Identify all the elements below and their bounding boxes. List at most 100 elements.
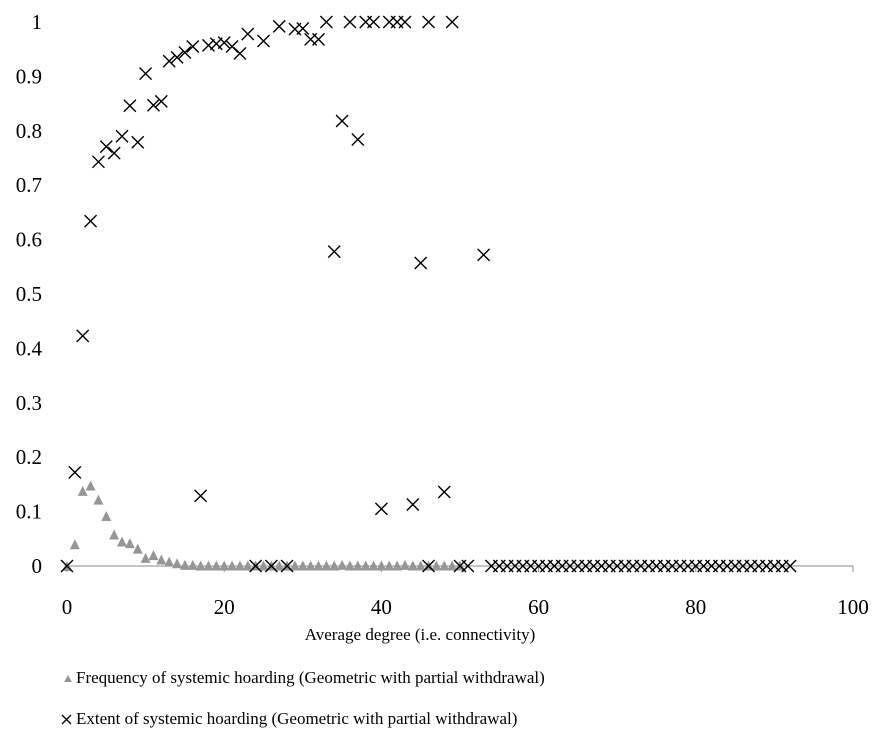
frequency-point [384, 560, 395, 571]
extent-point [351, 133, 365, 146]
extent-point [146, 98, 160, 112]
extent-point [84, 214, 98, 228]
frequency-point [289, 560, 300, 571]
frequency-point [376, 560, 387, 571]
x-tick-labels: 0 20 40 60 80 100 [62, 595, 869, 619]
extent-point [115, 129, 129, 143]
extent-point [414, 256, 428, 270]
extent-point [154, 94, 168, 108]
extent-point [99, 140, 113, 154]
frequency-point [399, 559, 410, 570]
y-tick-label: 0.2 [16, 445, 42, 469]
frequency-point [352, 560, 363, 571]
frequency-point [415, 560, 426, 571]
extent-point [178, 45, 192, 59]
extent-point [327, 245, 341, 259]
frequency-point [195, 560, 206, 571]
frequency-point [77, 485, 88, 496]
extent-point [335, 114, 349, 128]
extent-point [312, 32, 326, 46]
frequency-point [234, 560, 245, 571]
extent-point [280, 559, 294, 573]
extent-point [319, 15, 333, 29]
frequency-point [109, 529, 120, 540]
x-tick-label: 100 [837, 595, 869, 619]
frequency-point [172, 558, 183, 569]
extent-point [272, 19, 286, 33]
frequency-point [132, 543, 143, 554]
extent-point [162, 54, 176, 68]
extent-point [217, 36, 231, 50]
y-tick-label: 0.4 [16, 336, 43, 360]
extent-point [170, 50, 184, 64]
extent-point [477, 248, 491, 262]
extent-point [201, 38, 215, 52]
extent-point [68, 465, 82, 479]
frequency-point [101, 510, 112, 521]
frequency-point [85, 480, 96, 491]
frequency-point [305, 560, 316, 571]
frequency-point [156, 554, 167, 565]
x-tick-label: 0 [62, 595, 73, 619]
extent-point [123, 99, 137, 113]
extent-point [296, 22, 310, 36]
frequency-point [219, 560, 230, 571]
frequency-point [227, 560, 238, 571]
frequency-point [344, 560, 355, 571]
extent-point [91, 155, 105, 169]
frequency-point [360, 560, 371, 571]
frequency-point [313, 560, 324, 571]
extent-point [406, 498, 420, 512]
extent-point [233, 47, 247, 61]
frequency-point [242, 560, 253, 571]
frequency-point [117, 536, 128, 547]
x-tick-label: 20 [214, 595, 235, 619]
y-tick-label: 1 [32, 10, 43, 34]
y-tick-label: 0.3 [16, 391, 42, 415]
frequency-point [447, 560, 458, 571]
frequency-point [140, 552, 151, 563]
extent-point [461, 559, 475, 573]
extent-point [139, 67, 153, 81]
frequency-point [407, 560, 418, 571]
extent-point [422, 559, 436, 573]
x-tick-label: 40 [371, 595, 392, 619]
frequency-point [297, 560, 308, 571]
extent-point [257, 34, 270, 48]
legend-label-extent: Extent of systemic hoarding (Geometric w… [76, 709, 518, 728]
frequency-point [211, 560, 222, 571]
extent-point [437, 485, 451, 499]
extent-point [76, 329, 90, 343]
frequency-point [431, 560, 442, 571]
x-tick-label: 80 [685, 595, 706, 619]
y-tick-label: 0.7 [16, 173, 42, 197]
extent-point [107, 146, 121, 160]
frequency-series [62, 480, 465, 571]
extent-point [398, 15, 412, 29]
frequency-point [368, 560, 379, 571]
extent-point [60, 559, 74, 573]
extent-point [374, 502, 388, 516]
frequency-point [439, 560, 450, 571]
frequency-point [203, 560, 214, 571]
extent-point [264, 559, 278, 573]
frequency-point [337, 559, 348, 570]
frequency-point [179, 559, 190, 570]
frequency-point [148, 550, 159, 561]
extent-point [343, 15, 357, 29]
extent-point [367, 15, 381, 29]
legend-item-extent: Extent of systemic hoarding (Geometric w… [60, 709, 517, 729]
extent-point [445, 15, 459, 29]
frequency-point [329, 560, 340, 571]
y-tick-label: 0.1 [16, 500, 42, 524]
x-axis-title: Average degree (i.e. connectivity) [305, 625, 535, 644]
frequency-point [392, 560, 403, 571]
extent-point [422, 15, 436, 29]
frequency-point [69, 539, 80, 550]
frequency-point [321, 560, 332, 571]
extent-series [60, 15, 797, 573]
frequency-point [187, 559, 198, 570]
triangle-marker-icon [64, 675, 72, 682]
x-marker-icon [61, 714, 72, 725]
